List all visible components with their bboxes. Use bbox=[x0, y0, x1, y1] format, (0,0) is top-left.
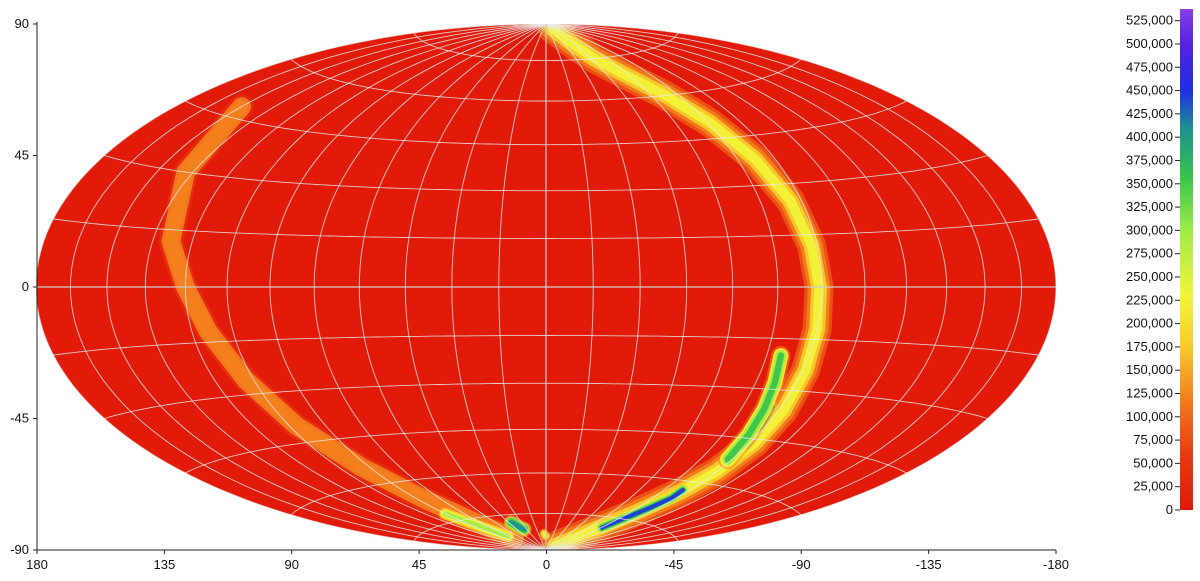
y-tick-label: 45 bbox=[15, 148, 29, 163]
x-tick-label: -90 bbox=[792, 557, 811, 572]
y-tick-label: 0 bbox=[22, 279, 29, 294]
colorbar-tick-label: 375,000 bbox=[1126, 152, 1173, 167]
colorbar: 525,000 500,000 475,000 450,000 425,000 400,0… bbox=[1126, 9, 1193, 517]
anticenter-band-level-4 bbox=[166, 102, 519, 543]
colorbar-tick-label: 75,000 bbox=[1133, 432, 1173, 447]
colorbar-tick-label: 150,000 bbox=[1126, 362, 1173, 377]
y-tick-label: 90 bbox=[15, 16, 29, 31]
graticule-layer bbox=[36, 24, 1056, 550]
colorbar-tick-label: 500,000 bbox=[1126, 36, 1173, 51]
colorbar-tick-label: 25,000 bbox=[1133, 479, 1173, 494]
x-tick-label: 0 bbox=[543, 557, 550, 572]
colorbar-tick-label: 300,000 bbox=[1126, 222, 1173, 237]
sky-features-layer bbox=[158, 24, 834, 550]
colorbar-tick-label: 350,000 bbox=[1126, 176, 1173, 191]
x-tick-label: 90 bbox=[285, 557, 299, 572]
anticenter-south-green bbox=[437, 506, 516, 544]
anticenter-south-green-level-4 bbox=[442, 511, 511, 539]
colorbar-tick-label: 525,000 bbox=[1126, 13, 1173, 28]
x-tick-label: 180 bbox=[26, 557, 48, 572]
x-tick-label: -135 bbox=[916, 557, 942, 572]
colorbar-tick-label: 250,000 bbox=[1126, 269, 1173, 284]
colorbar-tick-label: 0 bbox=[1166, 502, 1173, 517]
southern-blue-knot bbox=[595, 484, 689, 534]
anticenter-band bbox=[158, 94, 527, 550]
colorbar-tick-label: 400,000 bbox=[1126, 129, 1173, 144]
y-tick-label: -45 bbox=[10, 411, 29, 426]
colorbar-tick-label: 175,000 bbox=[1126, 339, 1173, 354]
colorbar-tick-label: 50,000 bbox=[1133, 455, 1173, 470]
colorbar-tick-label: 325,000 bbox=[1126, 199, 1173, 214]
colorbar-tick-label: 200,000 bbox=[1126, 316, 1173, 331]
colorbar-tick-label: 275,000 bbox=[1126, 246, 1173, 261]
axes-layer: 180 135 90 45 0 -45 -90 -135 -180 90 45 0 -45 -90 bbox=[10, 16, 1069, 572]
y-tick-label: -90 bbox=[10, 542, 29, 557]
colorbar-tick-label: 425,000 bbox=[1126, 106, 1173, 121]
large-magellanic-cloud-like-patch-level-4 bbox=[508, 520, 527, 532]
x-tick-label: -180 bbox=[1043, 557, 1069, 572]
x-tick-label: 45 bbox=[412, 557, 426, 572]
x-tick-label: 135 bbox=[154, 557, 176, 572]
colorbar-tick-label: 475,000 bbox=[1126, 59, 1173, 74]
colorbar-tick-label: 100,000 bbox=[1126, 409, 1173, 424]
southern-blue-knot-level-4 bbox=[599, 488, 685, 530]
band-core-green-patch-level-4 bbox=[724, 352, 785, 463]
x-tick-label: -45 bbox=[664, 557, 683, 572]
band-core-green-patch bbox=[717, 345, 791, 470]
colorbar-tick-label: 125,000 bbox=[1126, 385, 1173, 400]
colorbar-gradient bbox=[1180, 9, 1193, 510]
large-magellanic-cloud-like-patch bbox=[504, 515, 532, 537]
colorbar-tick-label: 450,000 bbox=[1126, 83, 1173, 98]
colorbar-tick-label: 225,000 bbox=[1126, 292, 1173, 307]
